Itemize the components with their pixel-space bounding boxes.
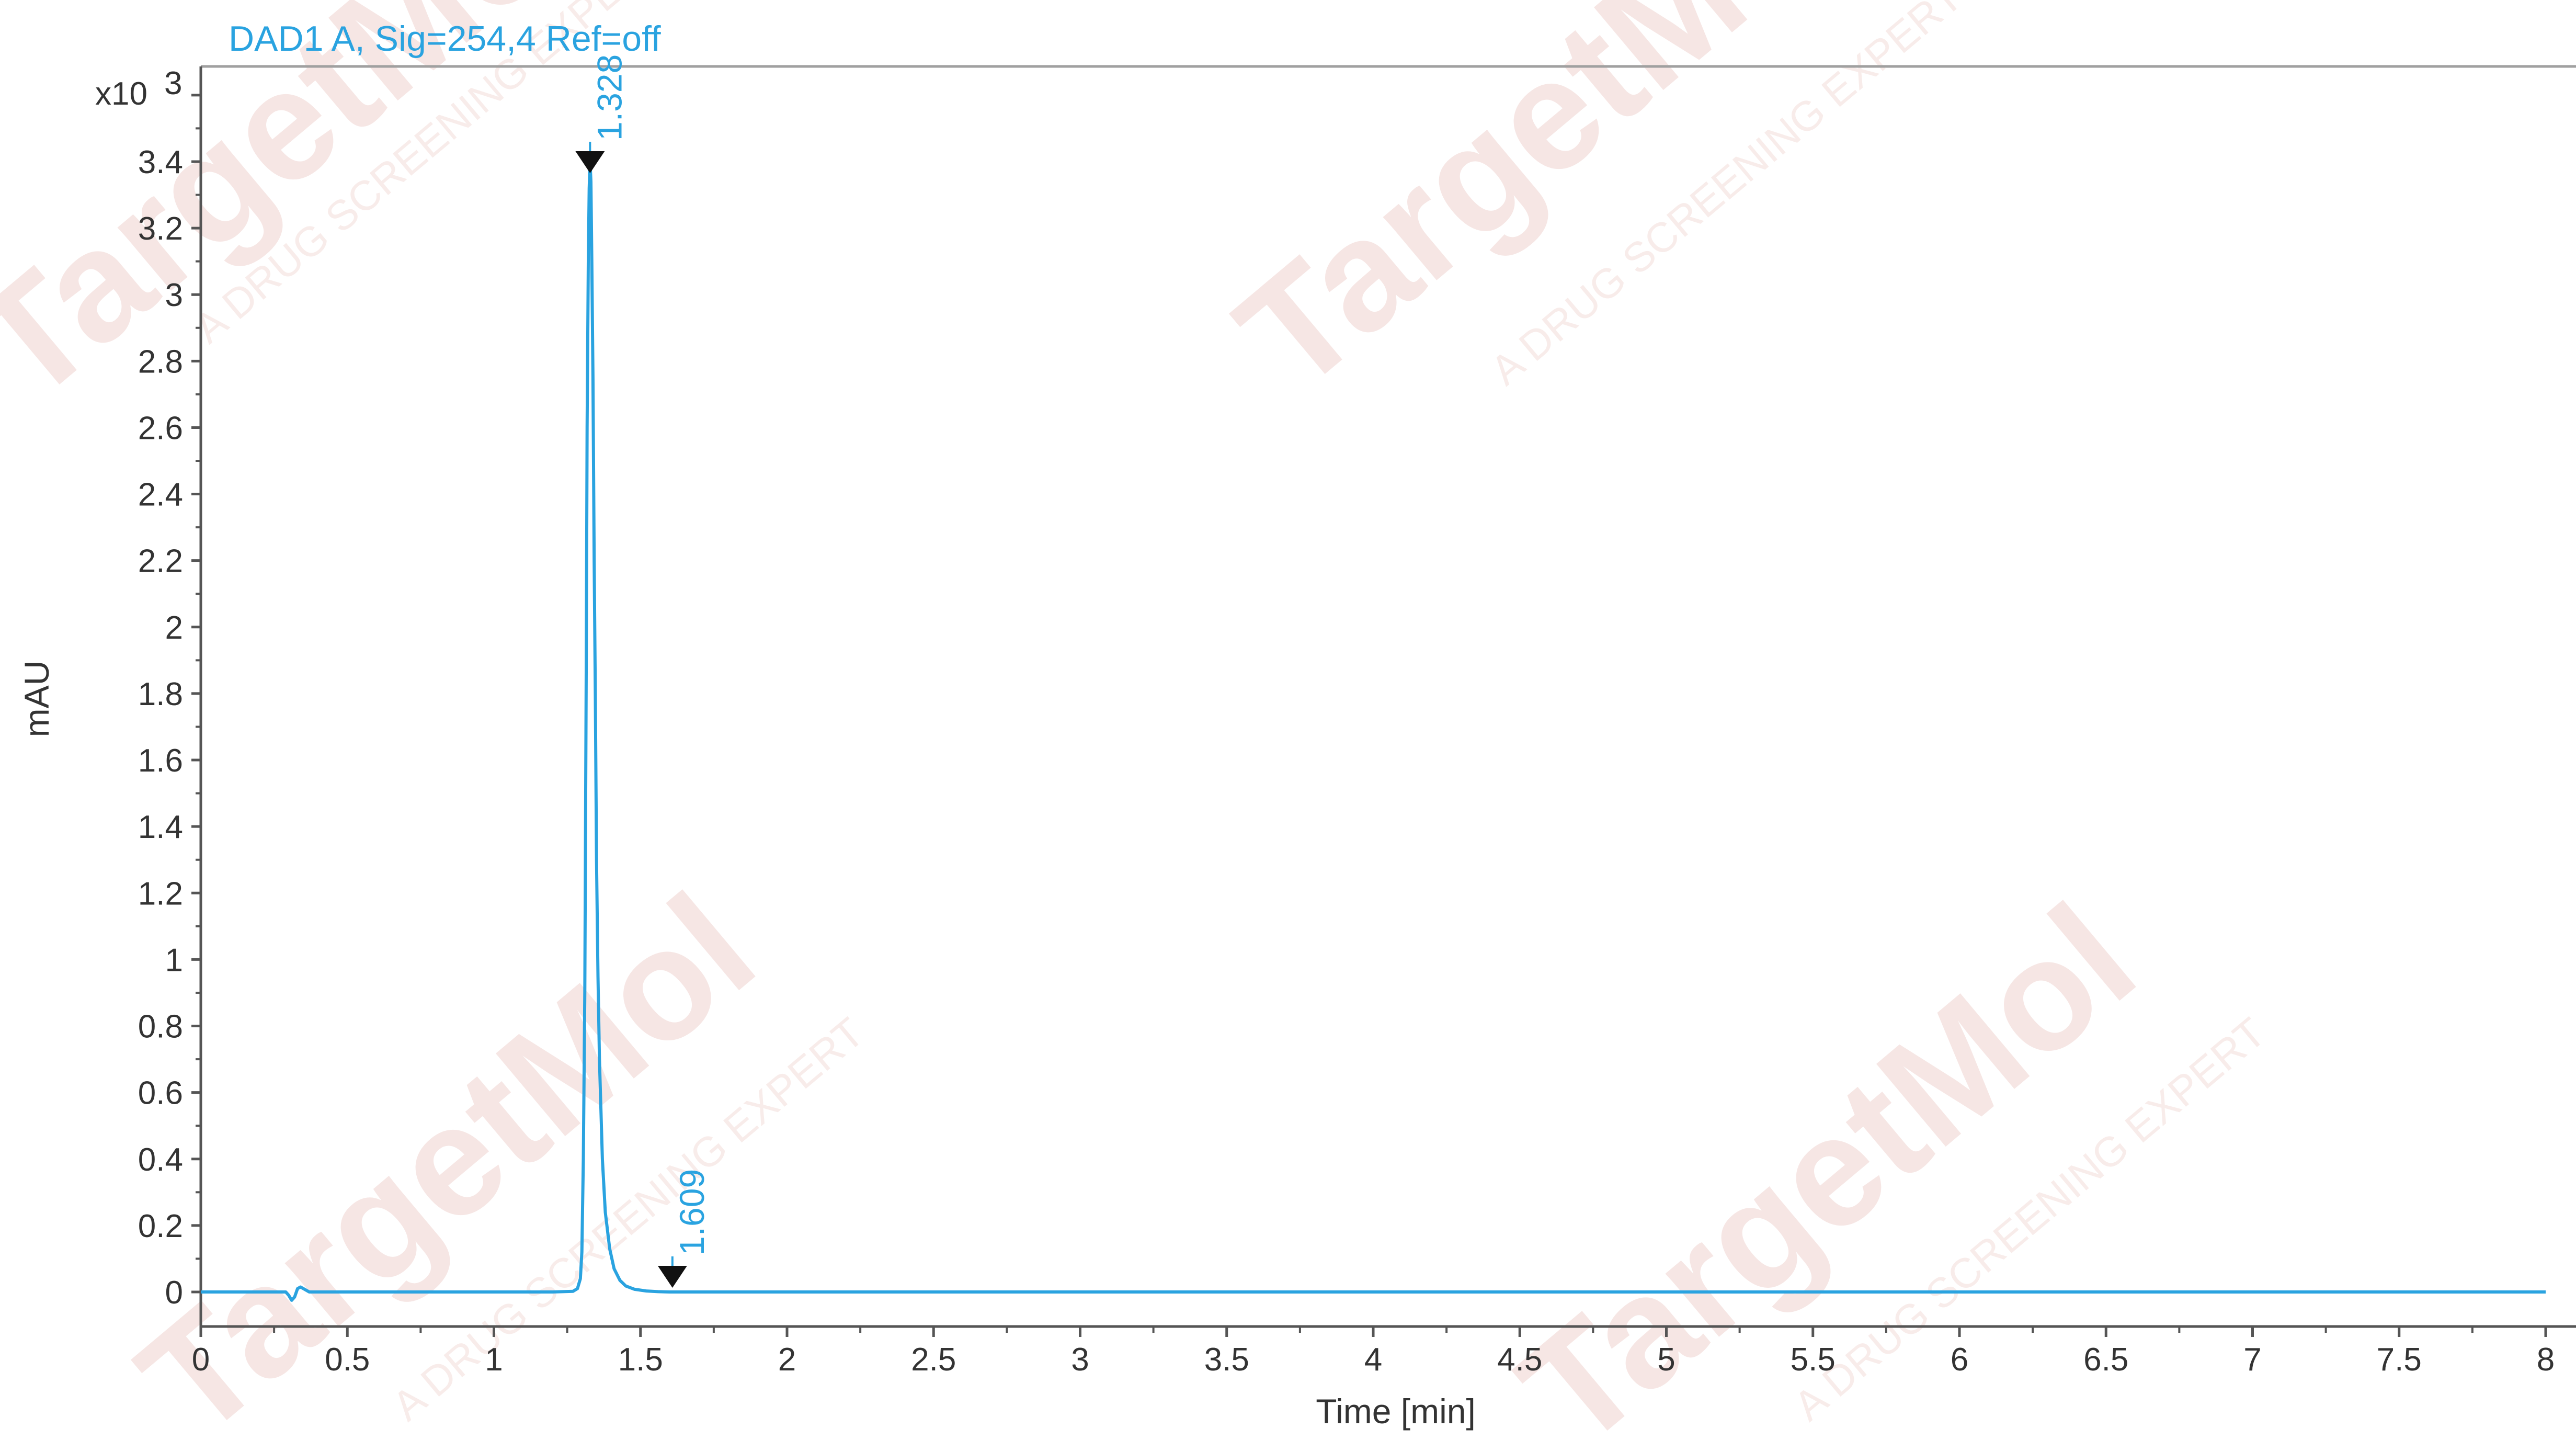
y-multiplier-label: x10 [95, 76, 147, 112]
y-tick-label: 1.2 [138, 876, 183, 912]
x-tick-label: 8 [2537, 1342, 2555, 1378]
peak-label: 1.328 [590, 54, 629, 141]
y-axis-ticks: 0 0.2 0.4 0.6 0.8 1 1.2 1.4 1.6 1.8 2 2.2 2.4 2.6 2.8 3… [138, 94, 201, 1311]
x-tick-label: 7 [2243, 1342, 2261, 1378]
x-tick-label: 7.5 [2377, 1342, 2422, 1378]
y-tick-label: 2.6 [138, 410, 183, 446]
x-tick-label: 2.5 [911, 1342, 956, 1378]
y-tick-label: 3 [165, 277, 183, 313]
y-tick-label: 1.6 [138, 743, 183, 779]
y-tick-label: 1 [165, 942, 183, 978]
y-tick-label: 3.2 [138, 211, 183, 247]
x-tick-label: 4.5 [1497, 1342, 1542, 1378]
peak-markers: 1.328 1.609 [575, 54, 711, 1288]
x-tick-label: 5 [1657, 1342, 1675, 1378]
x-tick-label: 5.5 [1791, 1342, 1836, 1378]
y-tick-label: 0.2 [138, 1208, 183, 1244]
y-tick-label: 2.8 [138, 344, 183, 380]
y-tick-label: 3.4 [138, 144, 183, 180]
signal-trace [201, 160, 2546, 1302]
peak-marker [575, 151, 605, 173]
y-tick-label: 1.4 [138, 809, 183, 845]
y-tick-label: 2.4 [138, 477, 183, 513]
x-tick-label: 3 [1071, 1342, 1089, 1378]
x-tick-label: 0 [192, 1342, 210, 1378]
watermark: TargetMol A DRUG SCREENING EXPERT Target… [0, 0, 2274, 1440]
x-axis-title: Time [min] [1316, 1392, 1476, 1431]
x-tick-label: 0.5 [325, 1342, 370, 1378]
y-tick-label: 2.2 [138, 543, 183, 580]
x-tick-label: 3.5 [1204, 1342, 1249, 1378]
peak-marker [657, 1266, 687, 1288]
y-tick-label: 0.4 [138, 1142, 183, 1178]
x-tick-label: 1.5 [618, 1342, 663, 1378]
y-axis-title: mAU [17, 661, 56, 738]
y-tick-label: 0.6 [138, 1075, 183, 1112]
y-tick-label: 1.8 [138, 676, 183, 712]
x-tick-label: 1 [485, 1342, 503, 1378]
y-tick-label: 2 [165, 610, 183, 646]
x-axis-ticks: 0 0.5 1 1.5 2 2.5 3 3.5 4 4.5 5 5.5 6 6.5 7 7.5 8 [192, 1326, 2555, 1378]
chart-title: DAD1 A, Sig=254,4 Ref=off [229, 19, 661, 59]
x-tick-label: 6.5 [2083, 1342, 2128, 1378]
x-tick-label: 2 [778, 1342, 796, 1378]
y-tick-label: 0.8 [138, 1009, 183, 1045]
y-tick-label: 0 [165, 1275, 183, 1311]
x-tick-label: 6 [1951, 1342, 1968, 1378]
y-multiplier-exponent: 3 [164, 65, 182, 101]
peak-label: 1.609 [673, 1169, 711, 1255]
x-tick-label: 4 [1364, 1342, 1382, 1378]
